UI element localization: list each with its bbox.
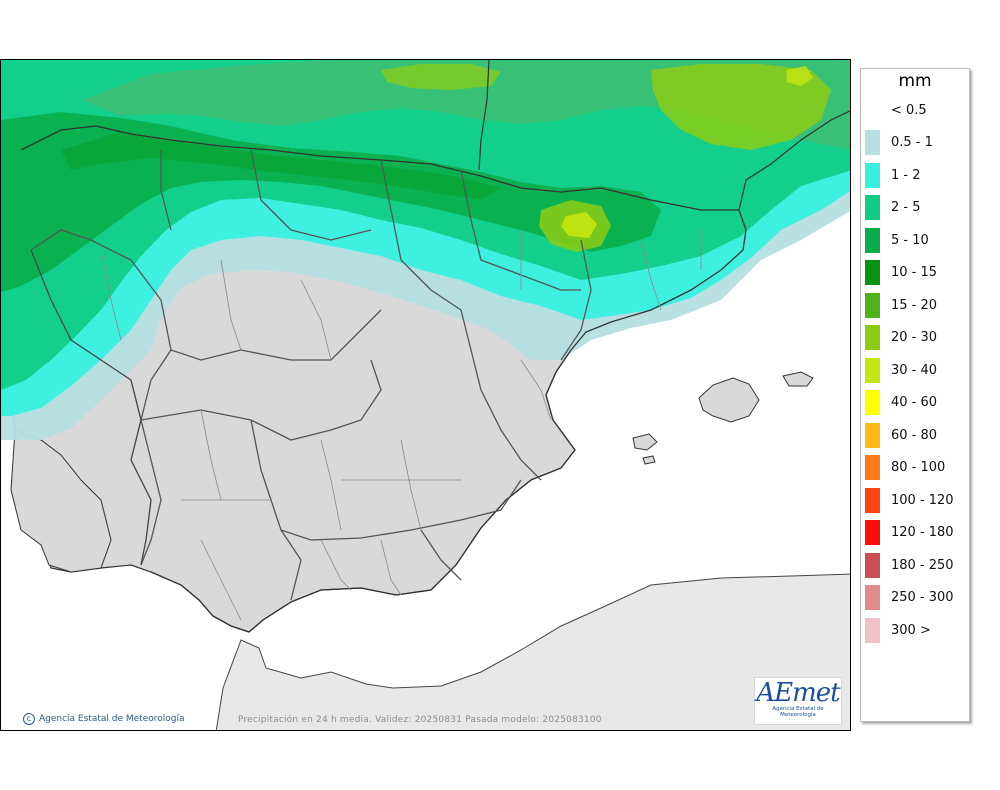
legend-label: 120 - 180 [891,525,954,540]
legend-label: 5 - 10 [891,232,929,248]
aemet-logo-word: AEmet [756,678,840,708]
legend-swatch [865,357,880,383]
province-borders [100,230,702,621]
legend-swatch [865,552,880,578]
legend-swatch [865,422,880,448]
legend-swatch [865,227,880,253]
map-canvas [1,60,850,730]
formentera-island [642,455,656,465]
legend-swatch [865,162,880,188]
legend-label: 1 - 2 [891,167,921,183]
legend-swatch [865,455,880,480]
precip-20-30-cantabric [381,64,501,90]
legend-swatch [865,487,880,513]
legend-label: 300 > [891,622,931,638]
coastline [20,125,747,633]
menorca-island [782,371,814,387]
precip-30-40-spot [561,212,597,238]
legend-item: 80 - 100 [865,455,945,481]
legend-item: 250 - 300 [865,585,954,611]
legend-label: 40 - 60 [891,395,938,410]
portugal-coast [10,429,112,573]
legend-label: 180 - 250 [891,557,954,573]
legend-swatch [865,260,880,285]
legend-swatch [865,292,880,318]
legend-item: 300 > [865,617,931,643]
africa-landmass [215,573,850,730]
legend-label: 30 - 40 [891,362,938,378]
legend-label: 2 - 5 [891,200,921,215]
legend-item: 100 - 120 [865,487,954,513]
france-coast [478,60,850,211]
legend-item: 40 - 60 [865,390,937,416]
mallorca-island [698,377,760,423]
legend-item: 2 - 5 [865,195,921,221]
legend-item: 15 - 20 [865,292,937,318]
legend-item: 30 - 40 [865,357,937,383]
legend-item: 0.5 - 1 [865,130,933,156]
portugal-border [30,249,152,566]
legend-label: 10 - 15 [891,265,938,280]
aemet-logo-subtitle: Agencia Estatal de Meteorología [772,706,824,718]
legend-label: 60 - 80 [891,427,938,443]
legend-swatch [865,390,880,415]
legend-label: 250 - 300 [891,590,954,605]
legend-swatch [865,195,880,220]
ibiza-island [632,433,658,451]
legend-swatch [865,520,880,545]
legend-item: 60 - 80 [865,422,937,448]
legend-item: 20 - 30 [865,325,937,351]
aemet-logo: AEmet Agencia Estatal de Meteorología [754,677,842,725]
legend-label: < 0.5 [891,102,927,118]
legend-label: 0.5 - 1 [891,135,933,150]
legend-label: 20 - 30 [891,330,938,345]
legend-item: 10 - 15 [865,260,937,286]
precipitation-map[interactable]: c Agencia Estatal de Meteorología Precip… [0,59,851,731]
legend-item: 180 - 250 [865,552,954,578]
precip-10-15-cantabric [61,132,501,200]
region-borders [30,149,592,601]
legend-swatch [865,617,880,643]
copyright-icon: c [23,713,35,725]
map-caption: Precipitación en 24 h media. Validez: 20… [238,715,602,725]
legend-swatch [865,585,880,610]
legend-label: 80 - 100 [891,460,946,475]
legend-swatch [865,325,880,350]
legend-unit: mm [898,71,932,91]
legend-label: 100 - 120 [891,492,954,508]
precip-30-40-north [786,66,813,86]
precipitation-legend: mm < 0.5 0.5 - 1 1 - 2 2 - 5 5 - 10 10 - 15 15… [860,68,970,722]
legend-item: 1 - 2 [865,162,921,188]
legend-item: 120 - 180 [865,520,954,546]
precip-5-10 [1,112,661,292]
legend-swatch [865,130,880,155]
precip-20-30-north [651,64,831,150]
legend-swatch [865,97,880,123]
legend-item: 5 - 10 [865,227,929,253]
copyright-note: c Agencia Estatal de Meteorología [23,713,185,725]
copyright-text: Agencia Estatal de Meteorología [39,714,185,724]
legend-item: < 0.5 [865,97,927,123]
legend-label: 15 - 20 [891,297,938,313]
